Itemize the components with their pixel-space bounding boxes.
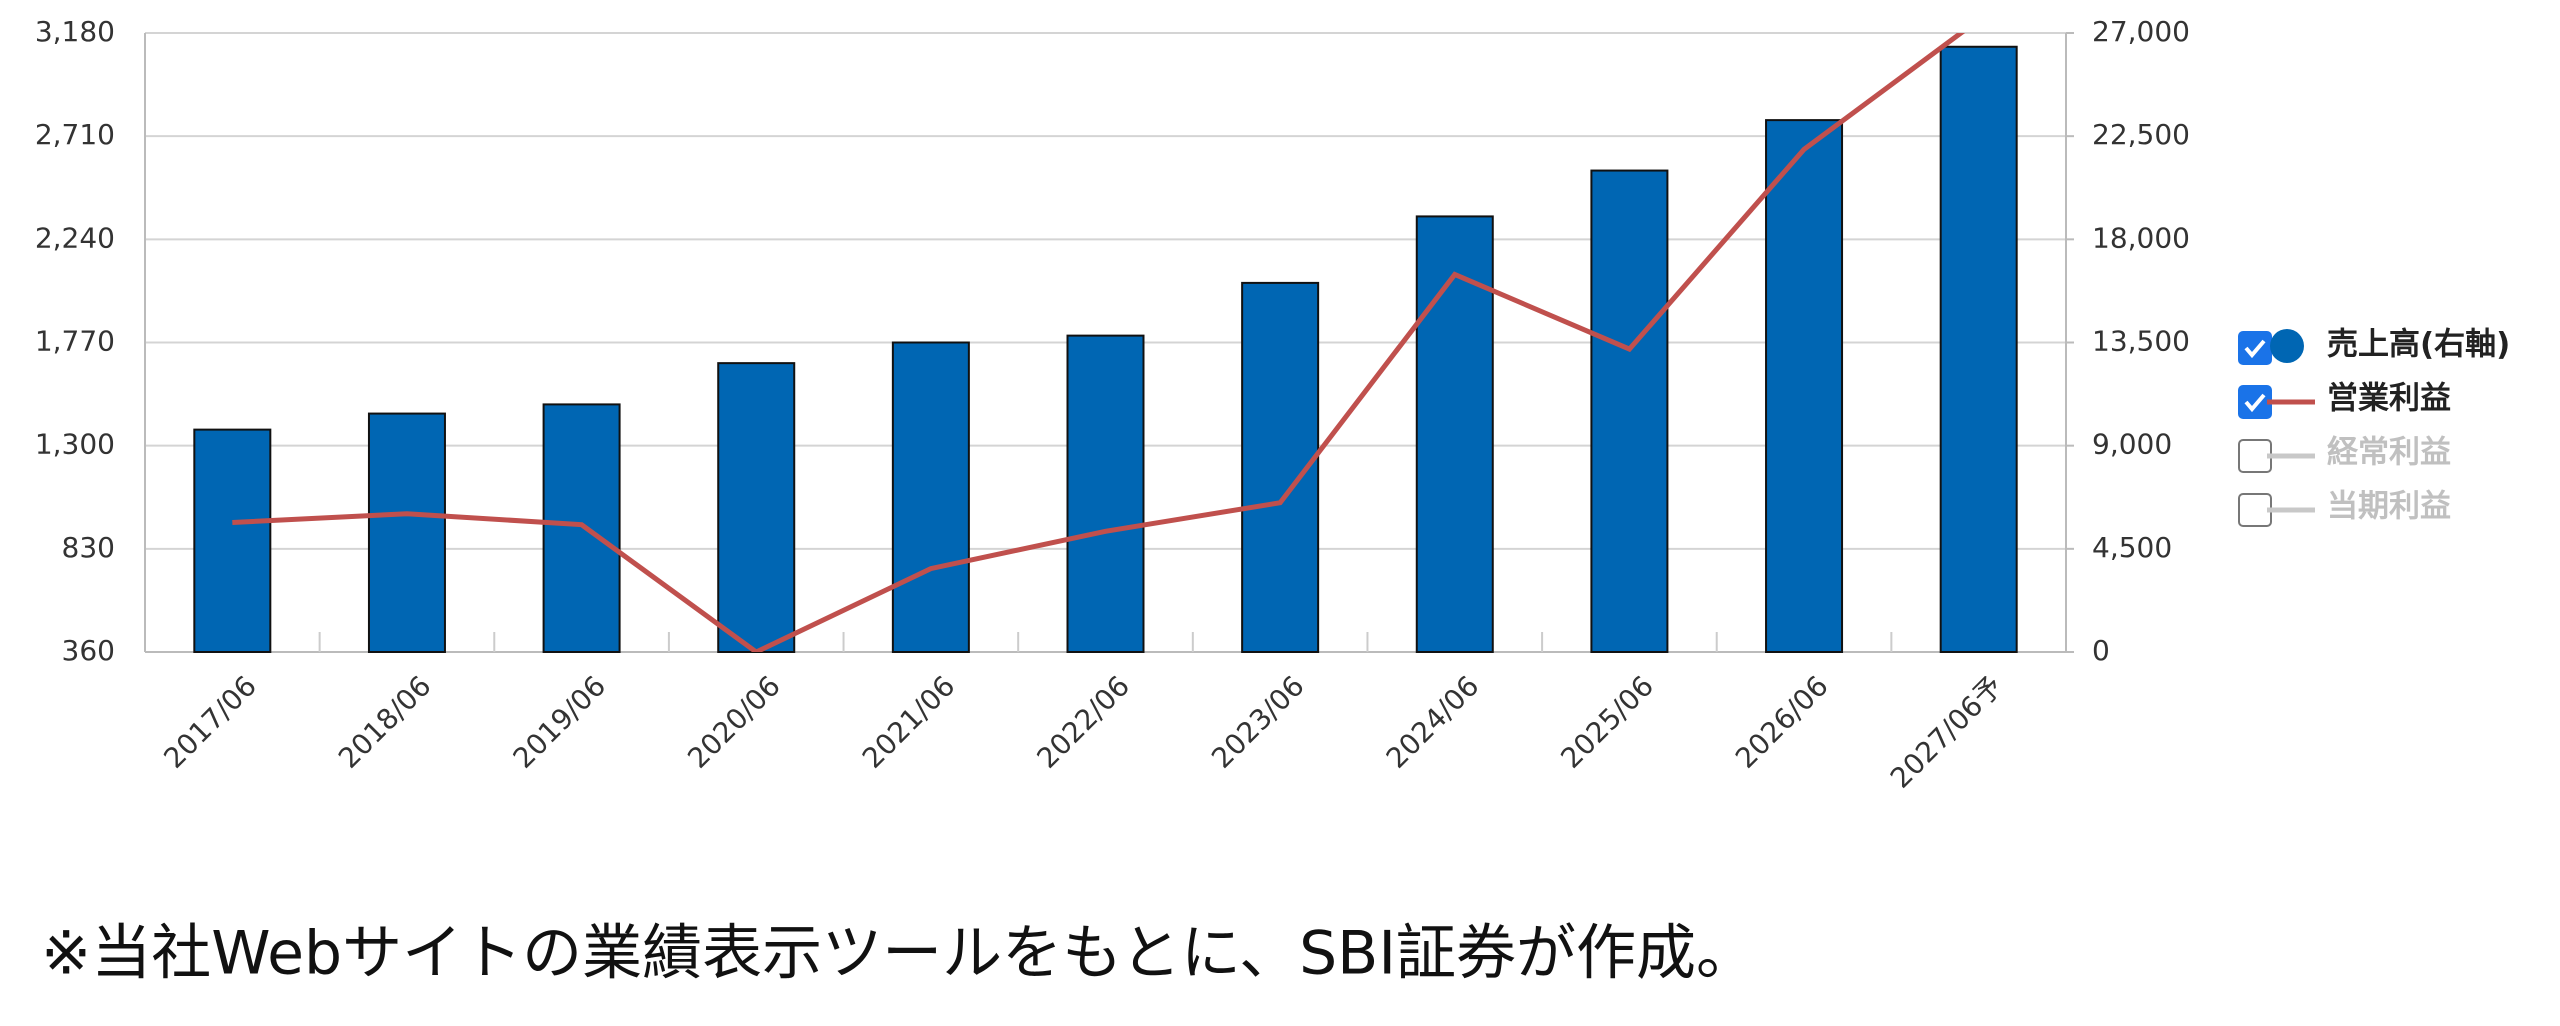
y2-tick-label: 27,000: [2092, 15, 2190, 48]
y-tick-label: 3,180: [35, 15, 115, 48]
legend-checkbox[interactable]: [2238, 385, 2272, 419]
y2-tick-label: 4,500: [2092, 531, 2172, 564]
bar: [367, 412, 446, 653]
checkmark: [2244, 339, 2266, 359]
bar: [193, 428, 272, 654]
legend-label: 経常利益: [2327, 435, 2451, 471]
x-tick-label: 2026/06: [1729, 669, 1835, 775]
y-tick-label: 1,770: [35, 325, 115, 358]
legend-label: 売上高(右軸): [2327, 327, 2510, 363]
checkmark: [2244, 393, 2266, 413]
footnote: ※当社Webサイトの業績表示ツールをもとに、SBI証券が作成。: [41, 919, 1756, 989]
bar: [542, 403, 621, 653]
y2-tick-label: 22,500: [2092, 118, 2190, 151]
bar: [1066, 334, 1145, 653]
x-tick-label: 2024/06: [1380, 669, 1486, 775]
bar: [1590, 169, 1669, 654]
x-tick-label: 2017/06: [157, 669, 263, 775]
bar: [891, 341, 970, 653]
legend-checkbox[interactable]: [2238, 331, 2272, 365]
y-tick-label: 360: [62, 634, 115, 667]
bar: [1765, 119, 1844, 653]
legend-label: 当期利益: [2327, 489, 2451, 525]
legend-label: 営業利益: [2327, 381, 2451, 417]
y-tick-label: 2,710: [35, 118, 115, 151]
x-tick-label: 2025/06: [1554, 669, 1660, 775]
legend-marker: [2270, 329, 2304, 363]
legend-item[interactable]: 経常利益: [2238, 435, 2451, 473]
y2-tick-label: 9,000: [2092, 428, 2172, 461]
x-tick-label: 2023/06: [1205, 669, 1311, 775]
x-tick-label: 2022/06: [1031, 669, 1137, 775]
bar: [1415, 215, 1494, 653]
x-tick-label: 2021/06: [856, 669, 962, 775]
legend-item[interactable]: 売上高(右軸): [2238, 327, 2510, 365]
x-tick-label: 2019/06: [507, 669, 613, 775]
x-tick-label: 2020/06: [681, 669, 787, 775]
x-tick-label: 2018/06: [332, 669, 438, 775]
legend-item[interactable]: 営業利益: [2238, 381, 2451, 419]
y-tick-label: 830: [62, 531, 115, 564]
legend-checkbox[interactable]: [2238, 439, 2272, 473]
y2-tick-label: 0: [2092, 634, 2110, 667]
bar: [1939, 45, 2018, 653]
x-tick-label: 2027/06予: [1884, 669, 2009, 794]
y-tick-label: 1,300: [35, 428, 115, 461]
legend-checkbox[interactable]: [2238, 493, 2272, 527]
y-tick-label: 2,240: [35, 221, 115, 254]
y2-tick-label: 18,000: [2092, 221, 2190, 254]
bar: [717, 362, 796, 653]
legend-item[interactable]: 当期利益: [2238, 489, 2451, 527]
line: [232, 33, 1966, 652]
y2-tick-label: 13,500: [2092, 325, 2190, 358]
